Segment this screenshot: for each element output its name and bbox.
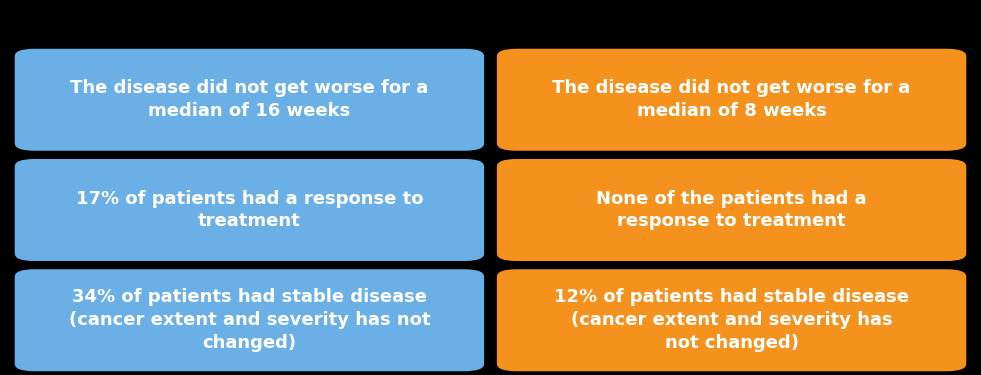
FancyBboxPatch shape <box>496 269 966 371</box>
FancyBboxPatch shape <box>15 49 485 151</box>
Text: The disease did not get worse for a
median of 16 weeks: The disease did not get worse for a medi… <box>71 79 429 120</box>
Text: None of the patients had a
response to treatment: None of the patients had a response to t… <box>596 189 867 231</box>
FancyBboxPatch shape <box>15 269 485 371</box>
FancyBboxPatch shape <box>496 159 966 261</box>
Text: The disease did not get worse for a
median of 8 weeks: The disease did not get worse for a medi… <box>552 79 910 120</box>
FancyBboxPatch shape <box>496 49 966 151</box>
Text: 17% of patients had a response to
treatment: 17% of patients had a response to treatm… <box>76 189 423 231</box>
Text: 34% of patients had stable disease
(cancer extent and severity has not
changed): 34% of patients had stable disease (canc… <box>69 288 431 352</box>
FancyBboxPatch shape <box>15 159 485 261</box>
Text: 12% of patients had stable disease
(cancer extent and severity has
not changed): 12% of patients had stable disease (canc… <box>554 288 909 352</box>
